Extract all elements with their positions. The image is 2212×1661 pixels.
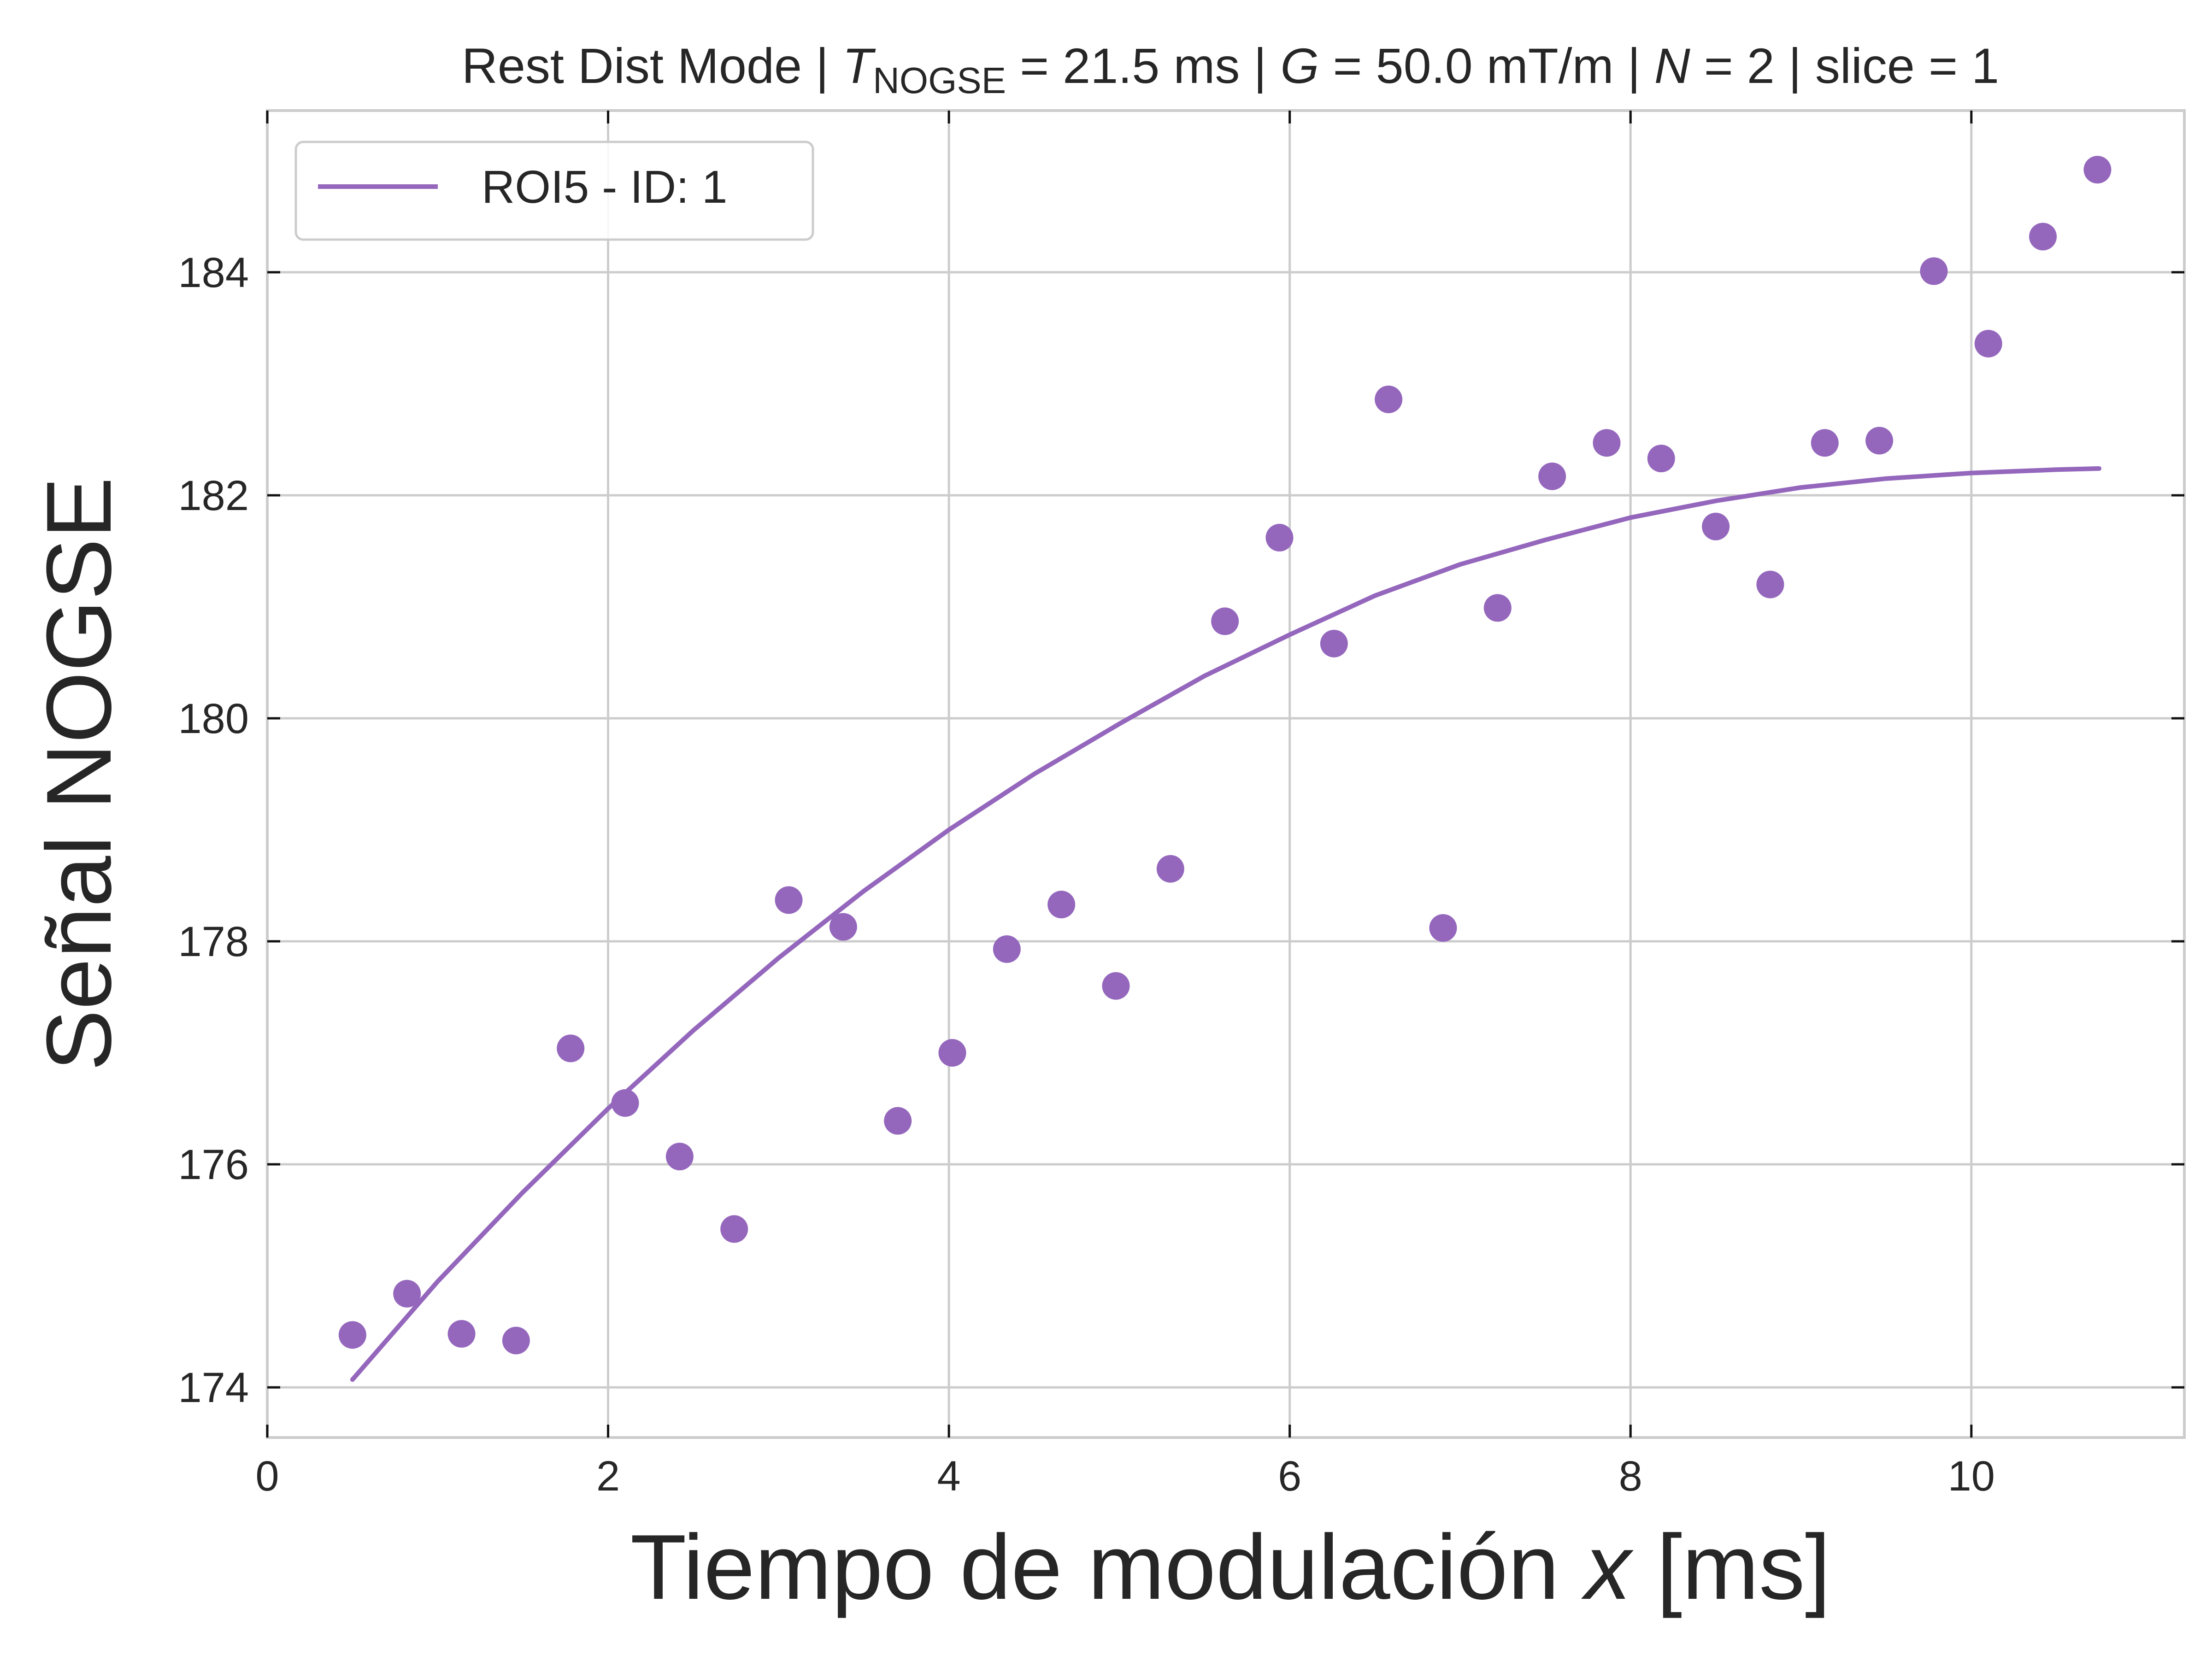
data-point: [2029, 223, 2057, 251]
data-point: [447, 1320, 476, 1348]
legend-box: [294, 141, 814, 241]
x-axis-label-var: x: [1581, 1516, 1634, 1619]
title-prefix: Rest Dist Mode |: [462, 38, 842, 94]
y-tick-label: 184: [178, 249, 249, 296]
data-point: [884, 1107, 912, 1135]
data-point: [1593, 429, 1621, 457]
title-g-symbol: G: [1280, 38, 1319, 94]
data-point: [1320, 629, 1348, 657]
x-tick-label: 6: [1278, 1453, 1301, 1500]
title-n-symbol: N: [1654, 38, 1691, 94]
title-g-value: = 50.0 mT/m |: [1319, 38, 1654, 94]
x-tick-label: 0: [255, 1453, 279, 1500]
data-point: [557, 1034, 585, 1062]
data-point: [1647, 445, 1675, 473]
data-point: [611, 1089, 639, 1117]
data-point: [1702, 512, 1730, 540]
y-axis-label: Señal NOGSE: [28, 477, 130, 1071]
title-n-value: = 2 | slice = 1: [1690, 38, 1999, 94]
data-point: [1375, 385, 1403, 413]
x-tick-label: 2: [596, 1453, 620, 1500]
y-tick-label: 180: [178, 695, 249, 742]
plot-border: [266, 109, 2186, 1439]
data-point: [1156, 855, 1184, 883]
title-t-subscript: NOGSE: [873, 60, 1006, 101]
data-point: [1756, 570, 1784, 599]
data-point: [393, 1279, 421, 1308]
title-t-symbol: T: [842, 38, 876, 94]
data-point: [1811, 429, 1839, 457]
x-axis-label-unit: [ms]: [1631, 1516, 1830, 1619]
data-point: [2083, 156, 2112, 184]
data-point: [1102, 972, 1130, 1000]
axis-ticks: 0 2 4 6 8 10 174 176 178 180 182 184: [178, 111, 2184, 1500]
x-tick-label: 8: [1619, 1453, 1642, 1500]
data-points: [338, 156, 2112, 1355]
data-point: [1865, 427, 1894, 455]
y-tick-label: 178: [178, 918, 249, 965]
data-point: [1538, 462, 1566, 490]
data-point: [1265, 523, 1294, 552]
fit-line-layer: [350, 466, 2102, 1382]
chart-title: Rest Dist Mode | TNOGSE = 21.5 ms | G = …: [462, 38, 1999, 101]
data-point: [1483, 594, 1512, 622]
x-axis-label-text: Tiempo de modulación: [630, 1516, 1585, 1619]
data-point: [1211, 607, 1239, 635]
legend: ROI5 - ID: 1: [294, 141, 814, 241]
data-point: [829, 913, 857, 941]
data-point: [1974, 329, 2002, 358]
data-point: [775, 886, 803, 914]
fit-line: [350, 466, 2102, 1382]
y-tick-label: 182: [178, 472, 249, 519]
x-axis-label: Tiempo de modulación x [ms]: [630, 1516, 1831, 1619]
data-point: [720, 1215, 748, 1243]
x-tick-label: 4: [937, 1453, 961, 1500]
grid: [266, 111, 2184, 1438]
data-point: [1920, 257, 1948, 285]
data-point: [938, 1039, 966, 1067]
data-point: [338, 1321, 366, 1349]
y-tick-label: 176: [178, 1141, 249, 1188]
title-t-value: = 21.5 ms |: [1006, 38, 1280, 94]
y-tick-label: 174: [178, 1364, 249, 1411]
x-tick-label: 10: [1948, 1453, 1995, 1500]
data-point: [993, 935, 1021, 963]
data-point: [1047, 891, 1076, 919]
data-point: [1429, 914, 1457, 942]
plot-frame: [266, 109, 2186, 1439]
data-point: [502, 1326, 530, 1355]
legend-label: ROI5 - ID: 1: [482, 161, 727, 213]
data-point: [665, 1143, 694, 1171]
